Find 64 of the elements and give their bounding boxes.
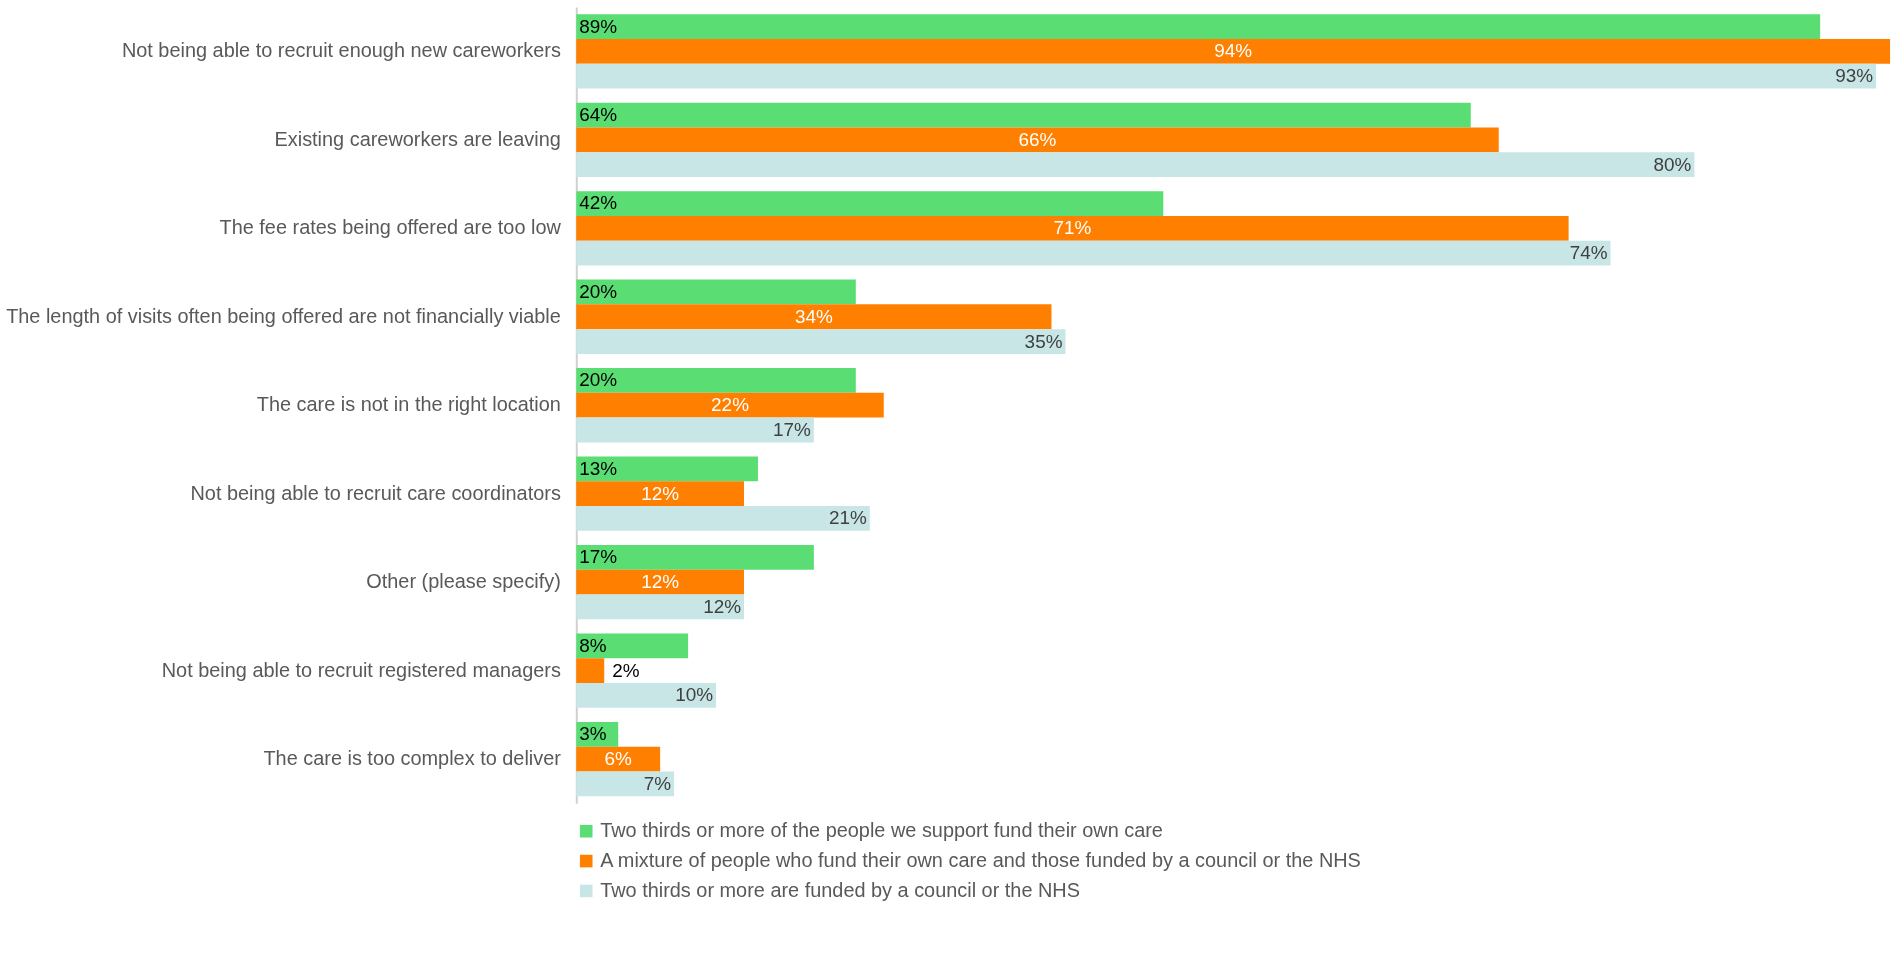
bar — [576, 545, 814, 570]
data-label: 94% — [1214, 40, 1253, 62]
data-label: 80% — [1653, 153, 1692, 175]
bar — [576, 279, 856, 305]
data-label: 6% — [604, 748, 633, 770]
data-label: 93% — [1835, 65, 1874, 87]
bar — [576, 368, 856, 393]
bar — [576, 240, 1611, 266]
bar — [576, 392, 884, 418]
bar — [576, 456, 758, 482]
data-label: 12% — [641, 482, 680, 504]
data-label: 20% — [579, 280, 618, 302]
data-label: 66% — [1018, 128, 1057, 150]
bar — [576, 14, 1821, 39]
y-tick-label: Not being able to recruit care coordinators — [190, 481, 561, 504]
y-tick-label: Other (please specify) — [366, 570, 561, 593]
y-tick-label: The care is too complex to deliver — [263, 747, 562, 770]
data-label: 17% — [773, 418, 812, 440]
data-label: 35% — [1024, 330, 1063, 352]
bar — [576, 594, 744, 620]
bar — [576, 152, 1695, 177]
legend-label: A mixture of people who fund their own care and those funded by a council or the NHS — [600, 849, 1361, 872]
bar — [576, 481, 744, 507]
bar — [576, 102, 1471, 128]
data-label: 7% — [643, 772, 672, 794]
data-label: 74% — [1569, 242, 1608, 264]
data-label: 64% — [579, 104, 618, 126]
data-label: 17% — [579, 546, 618, 568]
bar — [576, 63, 1877, 89]
y-tick-label: The length of visits often being offered are not financially viable — [6, 304, 561, 327]
data-label: 10% — [675, 684, 714, 706]
data-label: 34% — [794, 305, 833, 327]
bar — [576, 127, 1499, 153]
data-label: 21% — [828, 507, 867, 529]
bar — [576, 658, 605, 684]
y-tick-label: Existing careworkers are leaving — [274, 127, 561, 150]
bar — [576, 506, 870, 531]
data-label: 2% — [612, 659, 640, 681]
legend-label: Two thirds or more are funded by a council or the NHS — [600, 878, 1080, 901]
data-label: 42% — [579, 192, 618, 214]
y-tick-label: The care is not in the right location — [256, 393, 561, 416]
legend-label: Two thirds or more of the people we support fund their own care — [600, 819, 1163, 842]
y-tick-label: Not being able to recruit enough new careworkers — [121, 39, 561, 62]
bar — [576, 683, 717, 708]
bar — [576, 569, 744, 595]
bar — [576, 304, 1052, 330]
data-label: 71% — [1053, 217, 1092, 239]
bar — [576, 215, 1569, 241]
data-label: 89% — [579, 15, 618, 37]
data-label: 3% — [579, 723, 607, 745]
bar — [576, 329, 1066, 354]
y-tick-label: Not being able to recruit registered managers — [161, 658, 561, 681]
bar — [576, 191, 1164, 216]
y-tick-label: The fee rates being offered are too low — [219, 216, 562, 239]
data-label: 20% — [579, 369, 618, 391]
data-label: 8% — [579, 634, 607, 656]
bar — [576, 633, 689, 659]
data-label: 13% — [579, 457, 618, 479]
bar — [576, 38, 1891, 64]
data-label: 12% — [703, 595, 742, 617]
data-label: 12% — [641, 571, 680, 593]
bar — [576, 771, 675, 797]
data-label: 22% — [711, 394, 750, 416]
bar — [576, 417, 814, 443]
